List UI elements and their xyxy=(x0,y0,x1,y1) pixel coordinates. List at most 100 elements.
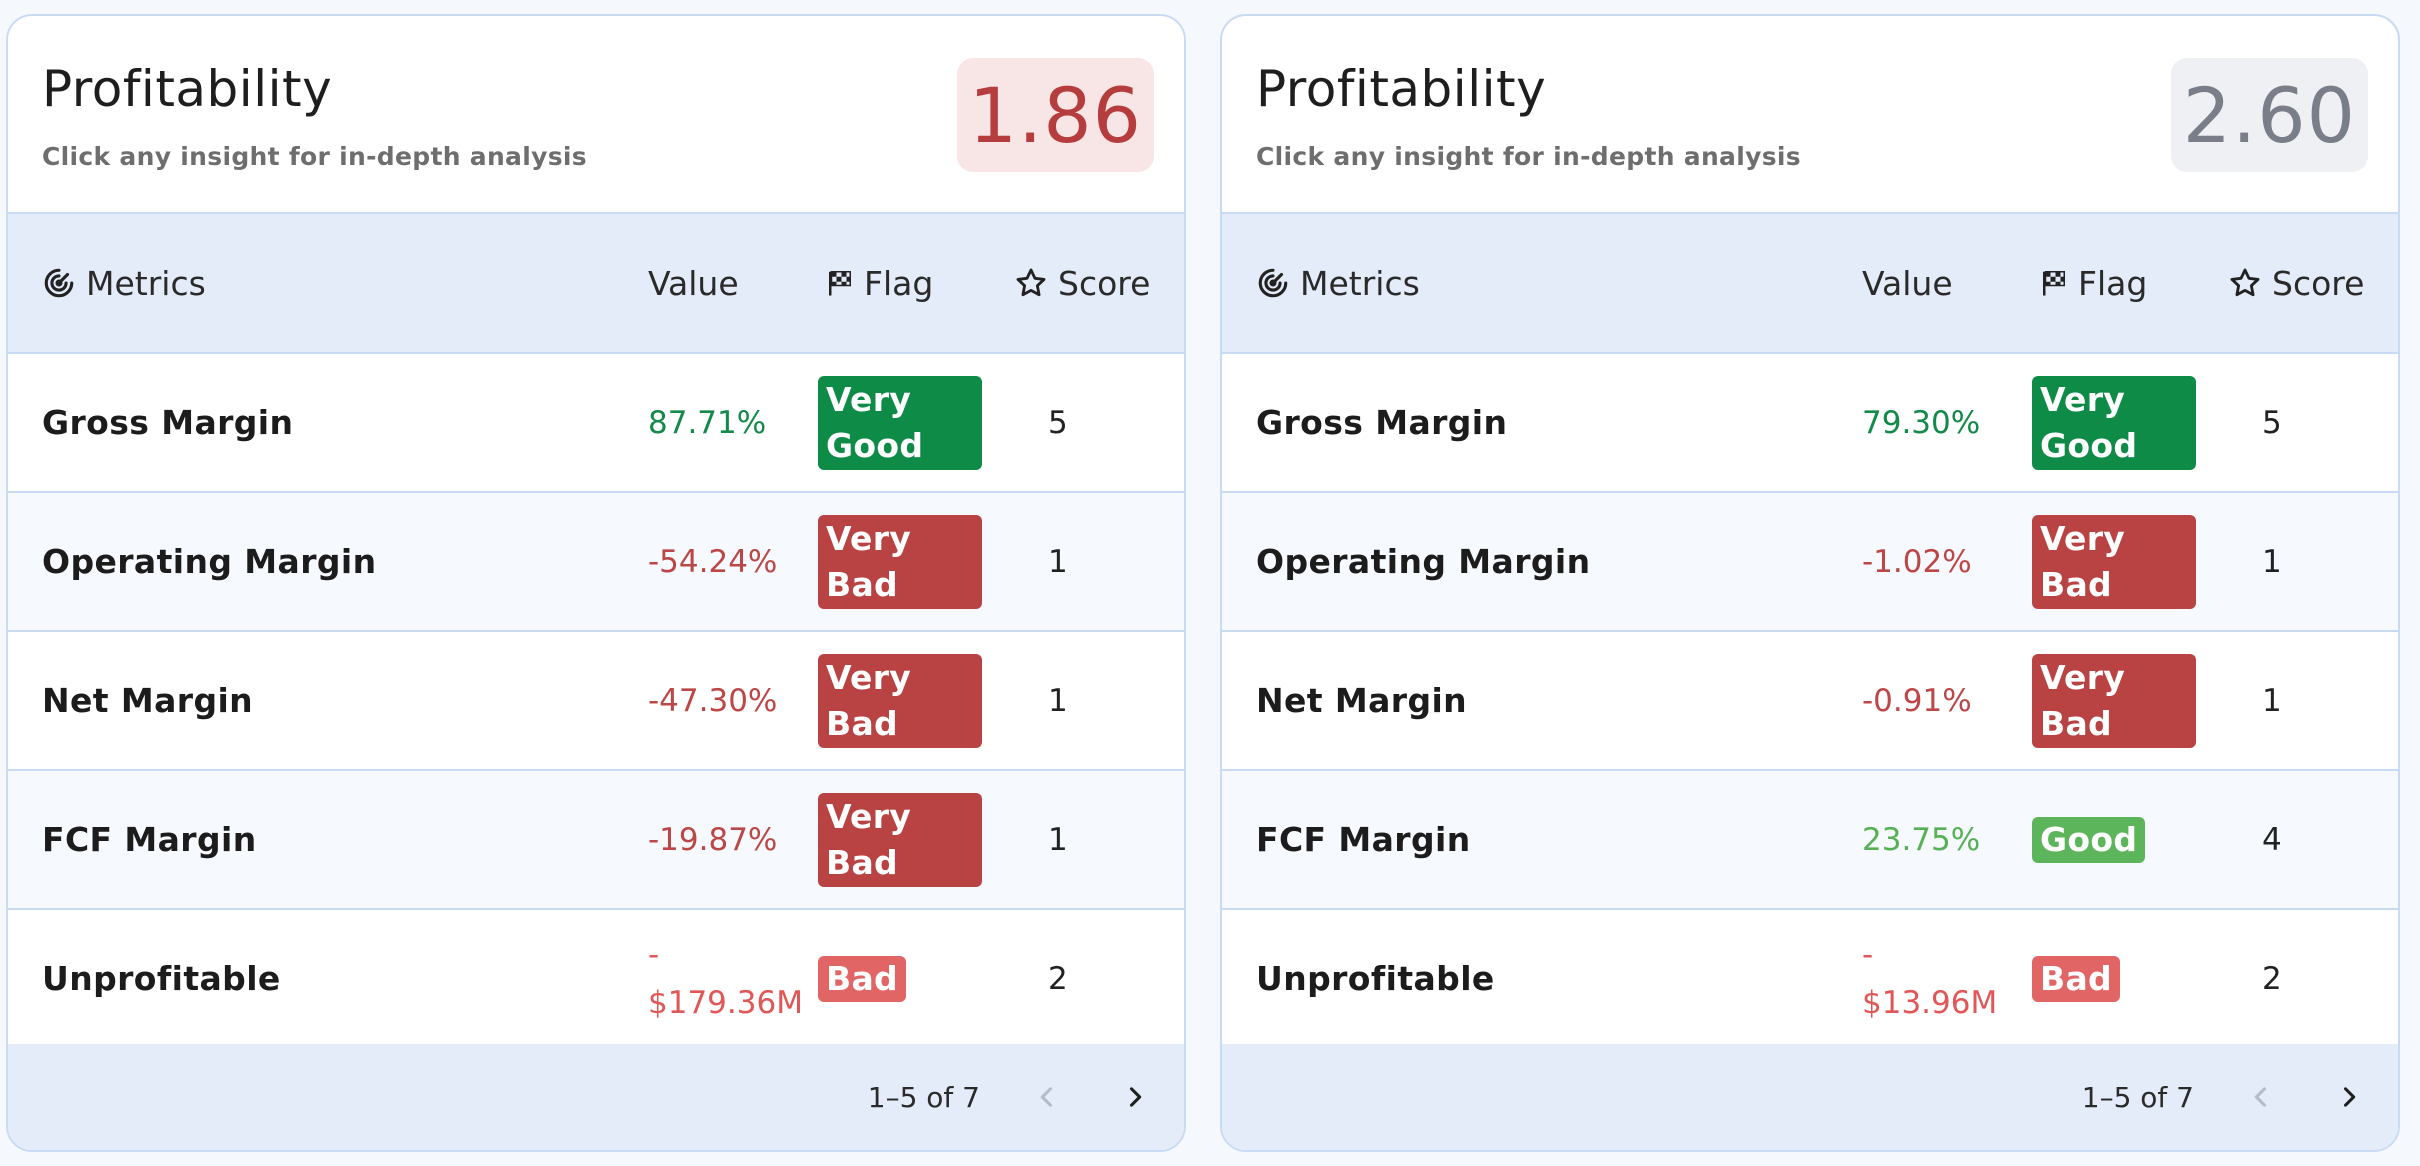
flag-cell: Bad xyxy=(818,910,906,1047)
checkered-flag-icon xyxy=(829,271,851,296)
metric-value-sign: - xyxy=(1862,936,1874,973)
table-row[interactable]: Unprofitable - $13.96M Bad 2 xyxy=(1222,910,2398,1049)
metric-value: - $13.96M xyxy=(1862,910,2032,1047)
previous-page-button[interactable] xyxy=(1024,1074,1070,1120)
previous-page-button[interactable] xyxy=(2238,1074,2284,1120)
metric-score: 1 xyxy=(1048,543,1068,580)
flag-cell: Very Good xyxy=(2032,354,2196,491)
column-label-metrics: Metrics xyxy=(86,263,206,303)
flag-badge: Very Bad xyxy=(818,514,982,609)
pagination-label: 1–5 of 7 xyxy=(867,1080,980,1114)
column-header-value[interactable]: Value xyxy=(648,214,739,352)
table-row[interactable]: Gross Margin 87.71% Very Good 5 xyxy=(8,354,1184,493)
metric-name: Unprofitable xyxy=(42,959,281,998)
pagination-label: 1–5 of 7 xyxy=(2081,1080,2194,1114)
flag-cell: Good xyxy=(2032,771,2146,908)
star-outline-icon xyxy=(1016,268,1046,297)
flag-badge: Very Good xyxy=(2032,375,2196,470)
column-header-score[interactable]: Score xyxy=(2228,214,2364,352)
column-label-score: Score xyxy=(1058,263,1151,303)
flag-badge: Bad xyxy=(818,955,906,1002)
column-header-value[interactable]: Value xyxy=(1862,214,1953,352)
radar-icon xyxy=(44,268,74,298)
flag-badge: Very Bad xyxy=(2032,514,2196,609)
metric-score: 2 xyxy=(1048,960,1068,997)
table-footer: 1–5 of 7 xyxy=(8,1044,1184,1150)
metric-value: 79.30% xyxy=(1862,404,1981,441)
column-label-flag: Flag xyxy=(864,263,934,303)
table-row[interactable]: FCF Margin 23.75% Good 4 xyxy=(1222,771,2398,910)
column-label-score: Score xyxy=(2272,263,2365,303)
table-row[interactable]: Gross Margin 79.30% Very Good 5 xyxy=(1222,354,2398,493)
flag-cell: Very Bad xyxy=(818,493,982,630)
metric-score: 1 xyxy=(2262,682,2282,719)
table-row[interactable]: FCF Margin -19.87% Very Bad 1 xyxy=(8,771,1184,910)
table-row[interactable]: Operating Margin -54.24% Very Bad 1 xyxy=(8,493,1184,632)
flag-badge: Good xyxy=(2032,816,2146,863)
metric-value: -1.02% xyxy=(1862,543,1972,580)
radar-icon xyxy=(1258,268,1288,298)
card-subtitle: Click any insight for in-depth analysis xyxy=(1256,142,1801,171)
checkered-flag-icon xyxy=(2043,271,2065,296)
metric-score: 5 xyxy=(2262,404,2282,441)
metric-value: -54.24% xyxy=(648,543,778,580)
table-row[interactable]: Operating Margin -1.02% Very Bad 1 xyxy=(1222,493,2398,632)
flag-cell: Bad xyxy=(2032,910,2120,1047)
column-label-value: Value xyxy=(1862,263,1953,303)
metric-name: Unprofitable xyxy=(1256,959,1495,998)
metric-value: -47.30% xyxy=(648,682,778,719)
chevron-left-icon xyxy=(1040,1087,1053,1107)
column-label-flag: Flag xyxy=(2078,263,2148,303)
metric-value-amount: $179.36M xyxy=(648,984,803,1021)
table-row[interactable]: Net Margin -0.91% Very Bad 1 xyxy=(1222,632,2398,771)
card-title: Profitability xyxy=(42,60,333,118)
table-footer: 1–5 of 7 xyxy=(1222,1044,2398,1150)
flag-badge: Bad xyxy=(2032,955,2120,1002)
column-label-metrics: Metrics xyxy=(1300,263,1420,303)
flag-badge: Very Bad xyxy=(818,653,982,748)
metric-score: 1 xyxy=(1048,682,1068,719)
next-page-button[interactable] xyxy=(1112,1074,1158,1120)
card-header: Profitability Click any insight for in-d… xyxy=(8,16,1184,214)
flag-cell: Very Bad xyxy=(818,771,982,908)
table-row[interactable]: Unprofitable - $179.36M Bad 2 xyxy=(8,910,1184,1049)
card-title: Profitability xyxy=(1256,60,1547,118)
metric-name: FCF Margin xyxy=(1256,820,1471,859)
table-header: Metrics Value Flag Score xyxy=(1222,214,2398,354)
column-header-score[interactable]: Score xyxy=(1014,214,1150,352)
table-row[interactable]: Net Margin -47.30% Very Bad 1 xyxy=(8,632,1184,771)
column-label-value: Value xyxy=(648,263,739,303)
star-outline-icon xyxy=(2230,268,2260,297)
table-header: Metrics Value Flag Score xyxy=(8,214,1184,354)
chevron-left-icon xyxy=(2254,1087,2267,1107)
flag-cell: Very Bad xyxy=(818,632,982,769)
metric-value-sign: - xyxy=(648,936,660,973)
metric-name: Operating Margin xyxy=(1256,542,1591,581)
card-header: Profitability Click any insight for in-d… xyxy=(1222,16,2398,214)
flag-cell: Very Bad xyxy=(2032,632,2196,769)
metric-value: -19.87% xyxy=(648,821,778,858)
flag-badge: Very Good xyxy=(818,375,982,470)
flag-cell: Very Good xyxy=(818,354,982,491)
column-header-metrics[interactable]: Metrics xyxy=(1256,214,1420,352)
overall-score-badge: 2.60 xyxy=(2170,58,2368,172)
flag-badge: Very Bad xyxy=(818,792,982,887)
metric-name: Gross Margin xyxy=(1256,403,1508,442)
metric-name: Gross Margin xyxy=(42,403,294,442)
metric-name: FCF Margin xyxy=(42,820,257,859)
chevron-right-icon xyxy=(1129,1087,1142,1107)
next-page-button[interactable] xyxy=(2326,1074,2372,1120)
column-header-flag[interactable]: Flag xyxy=(824,214,933,352)
metric-name: Net Margin xyxy=(42,681,254,720)
metric-score: 1 xyxy=(2262,543,2282,580)
metric-score: 5 xyxy=(1048,404,1068,441)
flag-badge: Very Bad xyxy=(2032,653,2196,748)
chevron-right-icon xyxy=(2343,1087,2356,1107)
column-header-metrics[interactable]: Metrics xyxy=(42,214,206,352)
overall-score-badge: 1.86 xyxy=(956,58,1154,172)
metric-name: Net Margin xyxy=(1256,681,1468,720)
card-subtitle: Click any insight for in-depth analysis xyxy=(42,142,587,171)
column-header-flag[interactable]: Flag xyxy=(2038,214,2147,352)
metric-score: 1 xyxy=(1048,821,1068,858)
metric-score: 4 xyxy=(2262,821,2282,858)
